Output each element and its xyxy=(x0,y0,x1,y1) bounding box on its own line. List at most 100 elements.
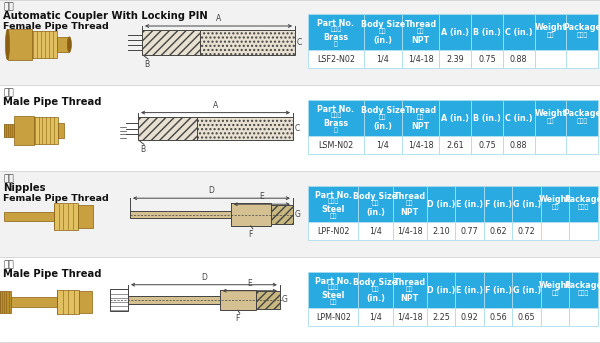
Bar xyxy=(358,308,392,326)
Text: (in.): (in.) xyxy=(373,122,392,131)
Text: 0.62: 0.62 xyxy=(489,226,507,236)
Text: C (in.): C (in.) xyxy=(505,27,533,36)
Text: F: F xyxy=(248,230,253,239)
Text: Thread: Thread xyxy=(394,192,426,201)
Text: 0.72: 0.72 xyxy=(518,226,536,236)
Text: F: F xyxy=(236,314,240,323)
Text: G (in.): G (in.) xyxy=(512,285,541,295)
Text: E (in.): E (in.) xyxy=(456,200,483,209)
Text: C (in.): C (in.) xyxy=(505,114,533,122)
Bar xyxy=(78,205,94,228)
Bar xyxy=(358,186,392,222)
Bar xyxy=(541,308,569,326)
Text: 铜: 铜 xyxy=(334,41,338,47)
Text: B: B xyxy=(140,145,145,154)
Text: Automatic Coupler With Locking PIN: Automatic Coupler With Locking PIN xyxy=(3,11,208,21)
Bar xyxy=(200,30,295,55)
Bar xyxy=(566,136,598,154)
Bar xyxy=(569,186,598,222)
Text: Male Pipe Thread: Male Pipe Thread xyxy=(3,97,101,107)
Bar xyxy=(0,291,11,314)
Text: 2.10: 2.10 xyxy=(432,226,450,236)
Text: Weight: Weight xyxy=(539,195,571,204)
Text: Male Pipe Thread: Male Pipe Thread xyxy=(3,269,101,279)
Bar xyxy=(308,186,358,222)
Bar xyxy=(4,212,54,221)
Bar xyxy=(7,29,32,60)
Bar xyxy=(569,222,598,240)
Bar xyxy=(308,308,358,326)
Bar xyxy=(512,308,541,326)
Text: Package: Package xyxy=(565,195,600,204)
Text: 0.77: 0.77 xyxy=(461,226,478,236)
Text: G: G xyxy=(282,296,288,305)
Text: 1/4: 1/4 xyxy=(369,226,382,236)
Bar xyxy=(308,272,358,308)
Text: 规格: 规格 xyxy=(372,200,379,205)
Bar xyxy=(541,272,569,308)
Text: 1/4-18: 1/4-18 xyxy=(397,312,422,321)
Text: NPT: NPT xyxy=(401,294,419,303)
Text: 规格: 规格 xyxy=(379,114,386,120)
Bar xyxy=(32,31,57,58)
Text: 0.88: 0.88 xyxy=(510,141,527,150)
Text: C: C xyxy=(295,124,300,133)
Text: 0.92: 0.92 xyxy=(461,312,478,321)
Text: G: G xyxy=(295,210,301,219)
Bar xyxy=(392,186,427,222)
Bar xyxy=(0,172,600,257)
Bar xyxy=(230,203,271,226)
Text: Brass: Brass xyxy=(323,119,349,128)
Bar xyxy=(308,222,358,240)
Bar xyxy=(392,308,427,326)
Bar xyxy=(512,186,541,222)
Text: Body Size: Body Size xyxy=(353,278,398,287)
Text: F (in.): F (in.) xyxy=(485,200,512,209)
Bar xyxy=(503,100,535,136)
Bar xyxy=(308,14,364,50)
Text: 螺纹: 螺纹 xyxy=(406,200,413,205)
Text: Package: Package xyxy=(565,281,600,290)
Text: 母体: 母体 xyxy=(3,88,14,97)
Text: 1/4: 1/4 xyxy=(376,141,389,150)
Bar xyxy=(484,308,512,326)
Text: 0.75: 0.75 xyxy=(478,55,496,63)
Text: 订货号: 订货号 xyxy=(328,198,339,204)
Bar xyxy=(358,272,392,308)
Text: D (in.): D (in.) xyxy=(427,200,455,209)
Bar xyxy=(220,290,256,310)
Text: Weight: Weight xyxy=(539,281,571,290)
Bar xyxy=(503,14,535,50)
Bar xyxy=(471,14,503,50)
Text: E: E xyxy=(259,192,264,201)
Text: Part No.: Part No. xyxy=(315,191,352,200)
Text: 盒装量: 盒装量 xyxy=(577,32,588,38)
Bar xyxy=(439,50,471,68)
Text: 订货号: 订货号 xyxy=(330,26,341,32)
Ellipse shape xyxy=(67,37,71,52)
Bar xyxy=(142,30,200,55)
Bar xyxy=(439,14,471,50)
Bar xyxy=(0,86,600,171)
Bar xyxy=(57,37,70,52)
Bar xyxy=(364,100,401,136)
Text: LPF-N02: LPF-N02 xyxy=(317,226,349,236)
Bar xyxy=(484,222,512,240)
Bar xyxy=(439,100,471,136)
Text: Part No.: Part No. xyxy=(317,19,355,28)
Text: Part No.: Part No. xyxy=(317,105,355,114)
Text: D (in.): D (in.) xyxy=(427,285,455,295)
Bar xyxy=(58,123,64,138)
Text: Thread: Thread xyxy=(394,278,426,287)
Text: Female Pipe Thread: Female Pipe Thread xyxy=(3,22,109,31)
Bar xyxy=(364,14,401,50)
Bar xyxy=(535,50,566,68)
Bar xyxy=(358,222,392,240)
Bar xyxy=(110,289,128,310)
Text: NPT: NPT xyxy=(412,36,430,45)
Text: 螺纹: 螺纹 xyxy=(417,28,424,34)
Bar xyxy=(34,117,58,144)
Text: 2.39: 2.39 xyxy=(446,55,464,63)
Text: A (in.): A (in.) xyxy=(442,114,469,122)
Bar xyxy=(79,292,92,312)
